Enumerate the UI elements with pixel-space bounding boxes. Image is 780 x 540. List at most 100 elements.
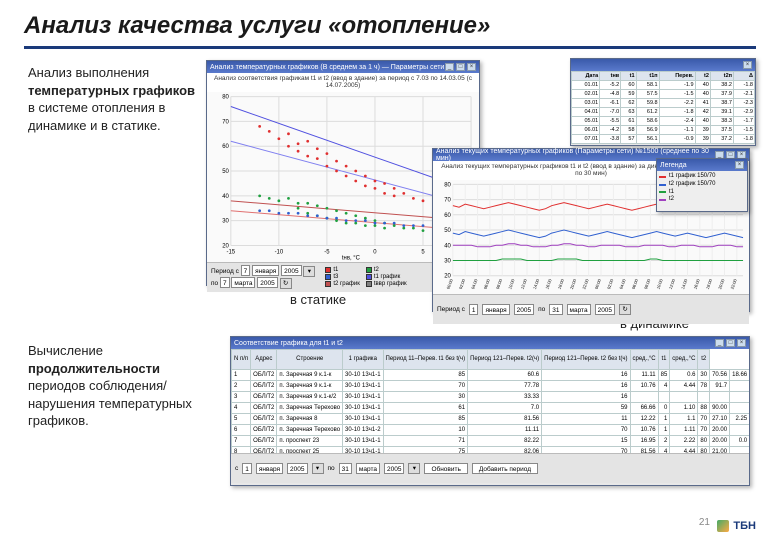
svg-text:10:00: 10:00 [655,278,663,290]
text-block-1: Анализ выполнения температурных графиков… [28,64,198,134]
month-to[interactable]: марта [356,463,380,474]
win4-titlebar[interactable]: Легенда × [657,159,747,171]
win1-title-text: Анализ температурных графиков (В среднем… [210,64,444,71]
svg-text:80: 80 [444,182,451,188]
day-to[interactable]: 31 [339,463,352,474]
month-to[interactable]: марта [231,277,255,288]
win2-period-bar: Период с 1 января 2005 по 31 марта 2005 … [433,294,749,324]
svg-text:22:00: 22:00 [730,278,738,290]
table-row[interactable]: 01.01-5.26058.1-1.94038.2-1.8 [572,81,755,90]
svg-text:50: 50 [222,169,229,175]
win1-titlebar[interactable]: Анализ температурных графиков (В среднем… [207,61,479,73]
svg-text:18:00: 18:00 [705,278,713,290]
day-to[interactable]: 7 [220,277,230,288]
svg-text:50: 50 [444,228,451,234]
close-icon[interactable]: × [467,63,476,71]
year-from[interactable]: 2005 [514,304,534,315]
small-table: Датаtнвt1t1пПерев.t2t2пΔ01.01-5.26058.1-… [571,71,755,144]
big-table: N п/пАдресСтроение1 графикаПериод 11–Пер… [231,349,749,453]
svg-text:04:00: 04:00 [618,278,626,290]
day-to[interactable]: 31 [549,304,562,315]
svg-text:60: 60 [222,144,229,150]
table-row[interactable]: 5ОБЛ/Т2п. Заречная 830-10 13ч1-18581.561… [232,414,750,425]
minimize-icon[interactable]: _ [445,63,454,71]
add-period-button[interactable]: Добавить период [472,463,538,474]
svg-text:40: 40 [444,243,451,249]
svg-text:5: 5 [421,249,425,255]
svg-text:00:00: 00:00 [594,278,602,290]
minimize-icon[interactable]: _ [715,339,724,347]
svg-text:30: 30 [222,219,229,225]
refresh-button[interactable]: Обновить [424,463,467,474]
win5-period-bar: с 1 января 2005 ▾ по 31 марта 2005 ▾ Обн… [231,453,749,483]
maximize-icon[interactable]: □ [456,63,465,71]
table-row[interactable]: 6ОБЛ/Т2п. Заречная Терехово30-10 13ч1-21… [232,425,750,436]
svg-text:40: 40 [222,194,229,200]
year-from[interactable]: 2005 [287,463,307,474]
win5-titlebar[interactable]: Соответствие графика для t1 и t2 _ □ × [231,337,749,349]
close-icon[interactable]: × [737,339,746,347]
svg-text:14:00: 14:00 [680,278,688,290]
year-to[interactable]: 2005 [384,463,404,474]
month-from[interactable]: января [252,265,279,276]
text-block-2: Вычисление продолжительности периодов со… [28,342,218,430]
day-from[interactable]: 1 [469,304,479,315]
svg-text:06:00: 06:00 [631,278,639,290]
table-row[interactable]: 04.01-7.06361.2-1.84239.1-2.9 [572,108,755,117]
svg-text:20:00: 20:00 [717,278,725,290]
table-row[interactable]: 06.01-4.25856.9-1.13937.5-1.5 [572,126,755,135]
table-row[interactable]: 07.01-3.85756.1-0.93937.2-1.8 [572,135,755,144]
svg-text:20:00: 20:00 [569,278,577,290]
svg-text:30: 30 [444,258,451,264]
spin-icon[interactable]: ▾ [408,463,420,474]
svg-text:10:00: 10:00 [507,278,515,290]
svg-text:18:00: 18:00 [557,278,565,290]
win3-titlebar[interactable]: × [571,59,755,71]
slide-title: Анализ качества услуги «отопление» [24,12,756,44]
svg-text:70: 70 [222,119,229,125]
year-to[interactable]: 2005 [257,277,277,288]
logo: ТБН [717,520,756,532]
refresh-icon[interactable]: ↻ [619,304,631,315]
year-to[interactable]: 2005 [595,304,615,315]
table-row[interactable]: 05.01-5.56158.6-2.44038.3-1.7 [572,117,755,126]
year-from[interactable]: 2005 [281,265,301,276]
chart1-legend: t1t2t3t1 графикt2 графикtввр график [325,267,406,287]
svg-text:14:00: 14:00 [532,278,540,290]
close-icon[interactable]: × [743,61,752,69]
table-row[interactable]: 4ОБЛ/Т2п. Заречная Терехово30-10 13ч1-16… [232,403,750,414]
spin-icon[interactable]: ▾ [303,266,315,277]
table-row[interactable]: 7ОБЛ/Т2п. проспект 2330-10 13ч1-17182.22… [232,436,750,447]
svg-text:80: 80 [222,95,229,101]
maximize-icon[interactable]: □ [726,339,735,347]
svg-text:60: 60 [444,213,451,219]
table-row[interactable]: 02.01-4.85957.5-1.54037.9-2.1 [572,90,755,99]
refresh-icon[interactable]: ↻ [280,278,292,289]
table-row[interactable]: 1ОБЛ/Т2п. Заречная 9 к.1-к30-10 13ч1-185… [232,370,750,381]
day-from[interactable]: 1 [242,463,252,474]
chart1-title: Анализ соответствия графикам t1 и t2 (вв… [207,73,479,92]
svg-text:22:00: 22:00 [581,278,589,290]
svg-text:-5: -5 [324,249,330,255]
window-small-table: × Датаtнвt1t1пПерев.t2t2пΔ01.01-5.26058.… [570,58,756,146]
month-to[interactable]: марта [567,304,591,315]
svg-text:08:00: 08:00 [643,278,651,290]
window-big-table: Соответствие графика для t1 и t2 _ □ × N… [230,336,750,486]
svg-text:70: 70 [444,197,451,203]
close-icon[interactable]: × [735,161,744,169]
svg-text:0: 0 [373,249,377,255]
table-row[interactable]: 2ОБЛ/Т2п. Заречная 9 к.1-к30-10 13ч1-170… [232,381,750,392]
day-from[interactable]: 7 [241,265,251,276]
spin-icon[interactable]: ▾ [312,463,324,474]
svg-text:-10: -10 [275,249,284,255]
month-from[interactable]: января [256,463,283,474]
table-row[interactable]: 3ОБЛ/Т2п. Заречная 9 к.1-к/230-10 13ч1-1… [232,392,750,403]
svg-text:16:00: 16:00 [544,278,552,290]
month-from[interactable]: января [482,304,509,315]
svg-text:12:00: 12:00 [520,278,528,290]
svg-text:02:00: 02:00 [606,278,614,290]
logo-icon [717,520,729,532]
svg-text:02:00: 02:00 [458,278,466,290]
svg-text:06:00: 06:00 [483,278,491,290]
table-row[interactable]: 03.01-6.16259.8-2.24138.7-2.3 [572,99,755,108]
